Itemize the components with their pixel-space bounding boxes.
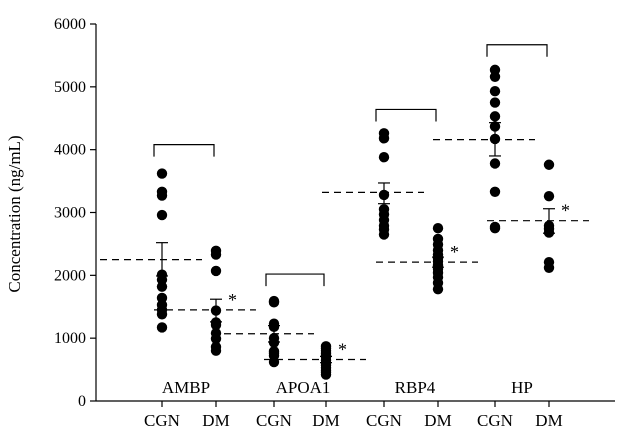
- y-tick-label: 1000: [54, 330, 86, 347]
- group-label: APOA1: [276, 378, 331, 397]
- x-tick-label: DM: [202, 411, 229, 430]
- data-point: [156, 190, 168, 201]
- data-point: [156, 322, 168, 333]
- data-point: [432, 283, 444, 295]
- significance-marker: *: [561, 201, 570, 221]
- y-tick-label: 6000: [54, 16, 86, 33]
- x-tick-label: DM: [424, 411, 451, 430]
- x-tick-label: DM: [535, 411, 562, 430]
- significance-bracket: [153, 144, 215, 157]
- data-point: [432, 223, 444, 234]
- data-point: [489, 97, 501, 108]
- y-tick-label: 0: [78, 393, 86, 410]
- data-point: [489, 186, 501, 197]
- group-label: AMBP: [162, 378, 210, 397]
- data-point: [378, 229, 390, 240]
- data-point: [543, 262, 555, 273]
- x-axis: CGN DM CGN DM CGN DM CGN DM: [96, 400, 615, 430]
- data-point: [268, 337, 280, 348]
- significance-bracket: [265, 273, 325, 287]
- data-point: [489, 71, 501, 82]
- group-apoa1: * APOA1: [212, 273, 366, 397]
- significance-marker: *: [338, 340, 347, 360]
- plot-area: * AMBP * APOA1 * RBP4 * HP: [100, 44, 589, 397]
- group-label: HP: [511, 378, 533, 397]
- data-point: [210, 265, 222, 277]
- data-point: [489, 111, 501, 122]
- group-hp: * HP: [433, 44, 589, 397]
- group-label: RBP4: [395, 378, 436, 397]
- group-rbp4: * RBP4: [322, 108, 478, 397]
- data-point: [156, 309, 168, 320]
- data-point: [156, 281, 168, 292]
- y-axis: 0 1000 2000 3000 4000 5000 6000: [54, 16, 97, 410]
- significance-marker: *: [228, 290, 237, 310]
- data-point: [489, 158, 501, 169]
- y-axis-label: Concentration (ng/mL): [5, 135, 24, 292]
- data-point: [268, 356, 280, 368]
- data-point: [268, 297, 280, 308]
- x-tick-label: DM: [312, 411, 339, 430]
- data-point: [543, 159, 555, 170]
- data-point: [210, 333, 222, 344]
- x-tick-label: CGN: [256, 411, 292, 430]
- y-tick-label: 3000: [54, 205, 86, 222]
- group-ambp: * AMBP: [100, 144, 256, 397]
- y-tick-label: 5000: [54, 79, 86, 96]
- significance-bracket: [486, 44, 548, 57]
- significance-bracket: [375, 108, 437, 122]
- y-tick-label: 2000: [54, 267, 86, 284]
- x-tick-label: CGN: [144, 411, 180, 430]
- data-point: [156, 168, 168, 179]
- data-point: [320, 369, 332, 380]
- data-point: [378, 133, 390, 144]
- data-point: [489, 86, 501, 97]
- data-point: [543, 190, 555, 202]
- x-tick-label: CGN: [366, 411, 402, 430]
- data-point: [210, 345, 222, 356]
- significance-marker: *: [450, 242, 459, 262]
- x-tick-label: CGN: [477, 411, 513, 430]
- data-point: [489, 223, 501, 234]
- y-tick-label: 4000: [54, 142, 86, 159]
- data-point: [378, 152, 390, 163]
- data-point: [210, 249, 222, 260]
- data-point: [156, 209, 168, 221]
